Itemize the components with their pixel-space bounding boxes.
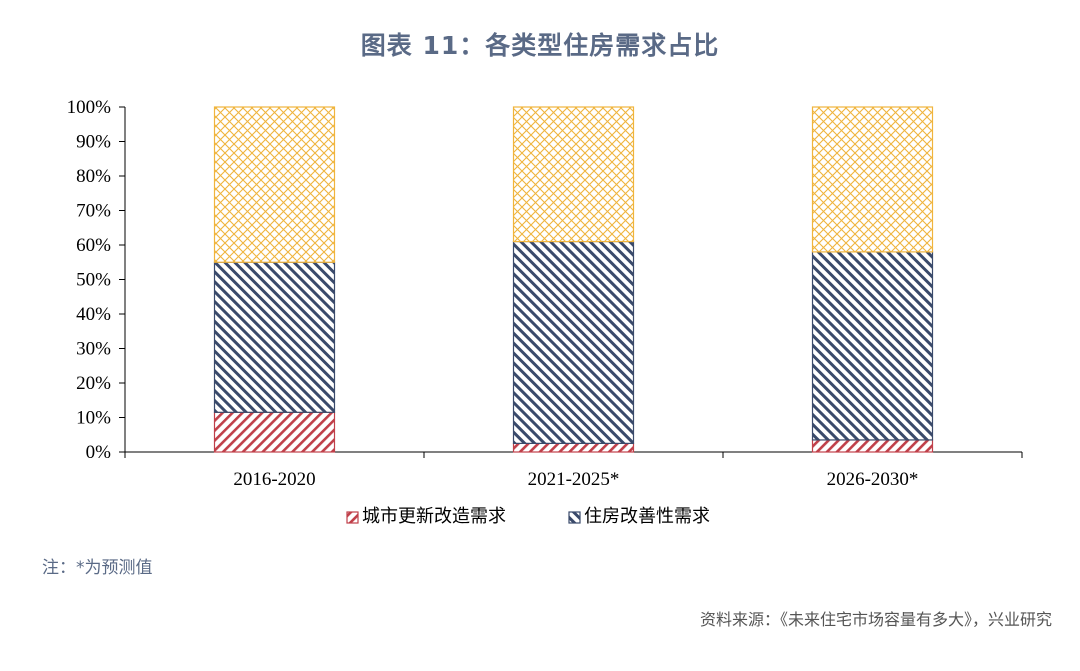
bar-segment bbox=[213, 261, 336, 413]
y-tick-label: 50% bbox=[76, 270, 111, 291]
y-tick-label: 80% bbox=[76, 166, 111, 187]
y-tick-label: 40% bbox=[76, 304, 111, 325]
bar-segment bbox=[213, 106, 336, 263]
legend-label: 城市更新改造需求 bbox=[362, 506, 506, 527]
footnote: 注：*为预测值 bbox=[42, 558, 153, 578]
x-tick-label: 2021-2025* bbox=[528, 469, 620, 490]
y-tick-label: 10% bbox=[76, 408, 111, 429]
y-tick-label: 30% bbox=[76, 339, 111, 360]
bar-segment bbox=[512, 442, 635, 453]
legend-label: 住房改善性需求 bbox=[584, 506, 710, 527]
chart-title: 图表 11：各类型住房需求占比 bbox=[360, 31, 720, 60]
bar-segment bbox=[512, 106, 635, 243]
y-tick-label: 60% bbox=[76, 235, 111, 256]
x-tick-label: 2016-2020 bbox=[233, 469, 315, 490]
y-tick-label: 0% bbox=[86, 442, 112, 463]
y-tick-label: 20% bbox=[76, 373, 111, 394]
bar-segment bbox=[811, 251, 934, 441]
source-note: 资料来源：《未来住宅市场容量有多大》，兴业研究 bbox=[699, 610, 1052, 629]
bar-segment bbox=[213, 411, 336, 453]
bar-segment bbox=[811, 439, 934, 453]
legend-swatch bbox=[568, 511, 581, 524]
x-tick-label: 2026-2030* bbox=[827, 469, 919, 490]
y-tick-label: 100% bbox=[67, 97, 112, 118]
stacked-bar-chart: 0% 10% 20% 30% 40% 50% 60% 70% 80% 90% 100% 2016-20… bbox=[67, 97, 1023, 527]
bar-segment bbox=[811, 106, 934, 253]
legend-swatch bbox=[346, 511, 359, 524]
y-tick-label: 90% bbox=[76, 132, 111, 153]
bar-segment bbox=[512, 240, 635, 444]
y-tick-label: 70% bbox=[76, 201, 111, 222]
